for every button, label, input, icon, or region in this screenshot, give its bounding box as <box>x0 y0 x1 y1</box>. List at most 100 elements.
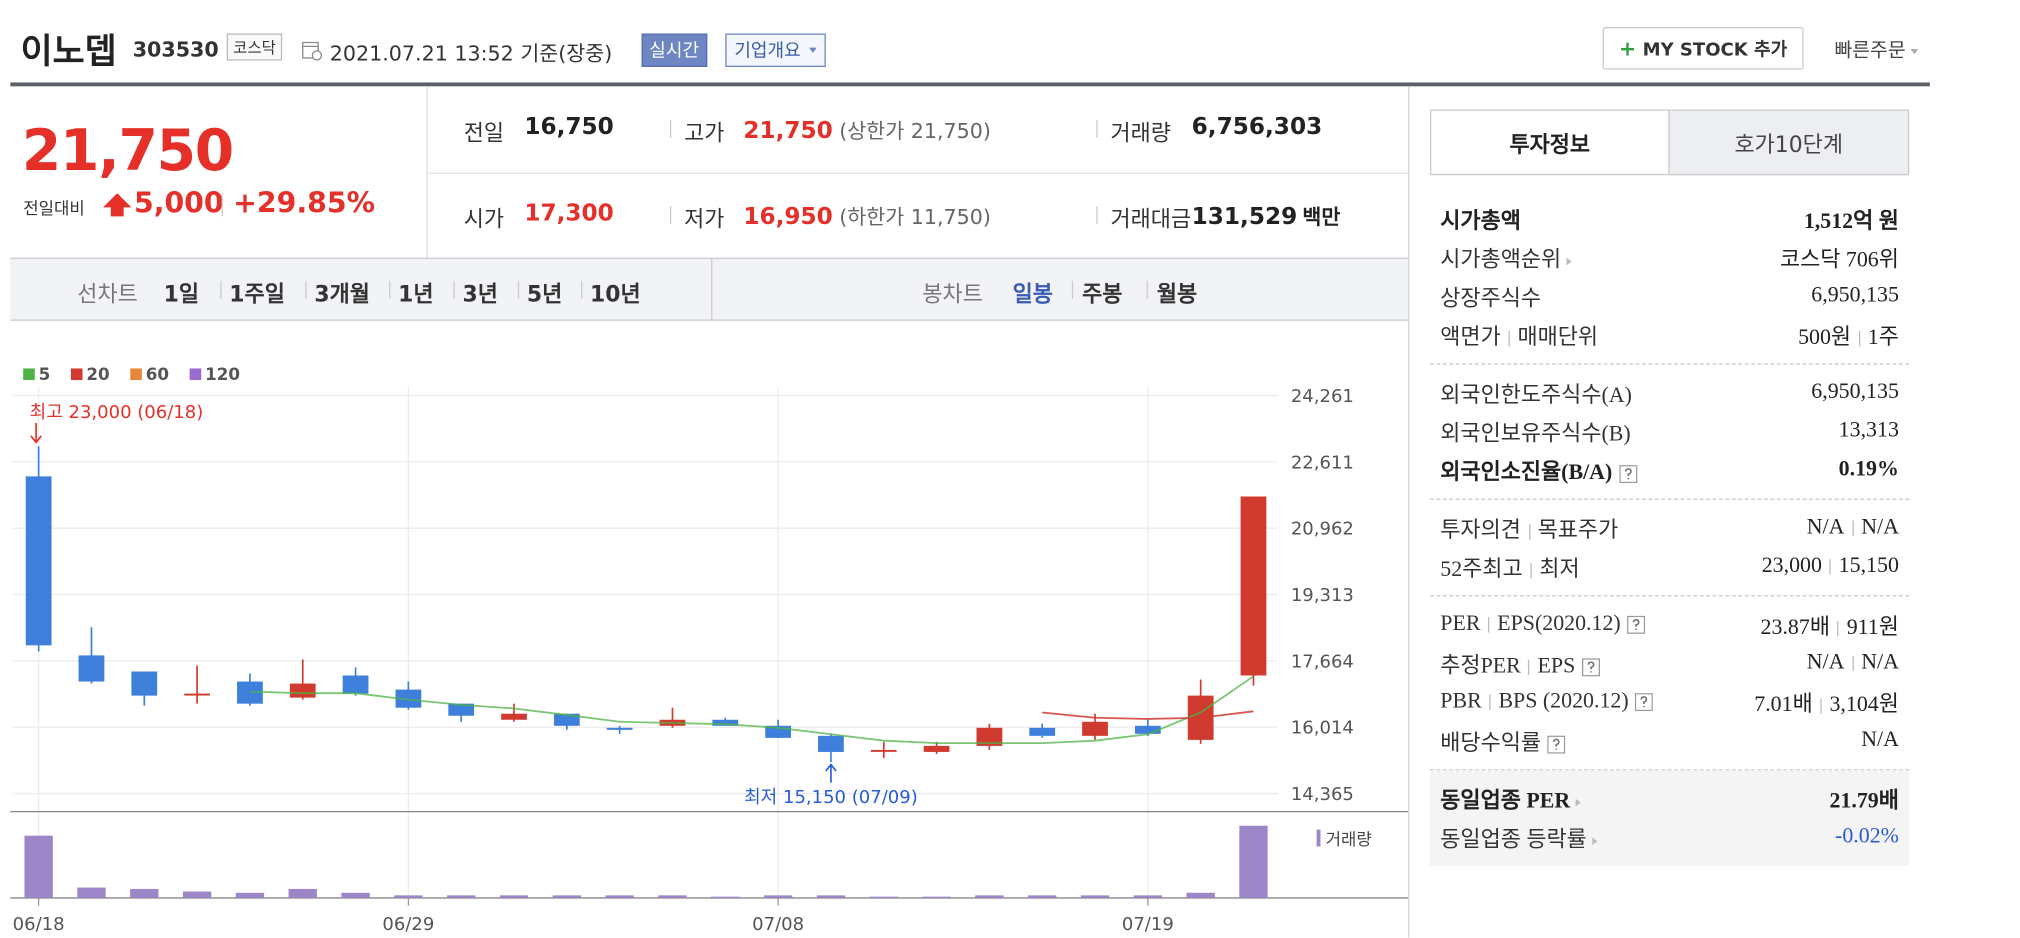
volume-bar <box>975 895 1004 898</box>
candle-body <box>184 693 210 696</box>
summary-label: 거래대금 <box>1110 207 1192 234</box>
summary-value: 16,950 (하한가 11,750) <box>743 200 991 231</box>
candle-body <box>25 476 52 646</box>
candle-tab[interactable]: 월봉 <box>1156 282 1198 308</box>
value-text: 23,000 <box>1761 552 1822 578</box>
info-row: 액면가 매매단위 500원 1주 <box>1440 314 1899 353</box>
label-text: 투자의견 <box>1440 517 1521 542</box>
change-rate: +29.85% <box>233 188 375 221</box>
info-panel: 시가총액 1,512억 원 시가총액순위 코스닥 706위 상장주식수 6,950,135… <box>1429 191 1910 866</box>
dropdown-caret <box>808 47 817 53</box>
tab-rule <box>1429 173 1910 176</box>
realtime-button[interactable]: 실시간 <box>641 33 707 67</box>
info-label: 액면가 매매단위 <box>1440 318 1598 350</box>
volume-bar <box>922 896 951 898</box>
separator <box>1852 520 1854 537</box>
value-text: 13,313 <box>1838 417 1899 442</box>
volume-bar <box>1028 895 1057 898</box>
chart: 24,261 22,611 20,962 19,313 17,664 16,014 14,3… <box>10 364 1409 935</box>
orderbook-tab[interactable]: 호가10단계 <box>1668 109 1910 176</box>
change-value: 5,000 <box>133 188 224 221</box>
period-tab[interactable]: 5년 <box>526 282 563 308</box>
volume-bar <box>182 891 212 898</box>
candle-tab[interactable]: 일봉 <box>1012 282 1053 308</box>
candle-tab[interactable]: 주봉 <box>1082 282 1123 308</box>
label-text: 외국인보유주식수(B) <box>1440 420 1631 446</box>
info-row: 외국인보유주식수(B) 13,313 <box>1440 411 1899 450</box>
period-tab[interactable]: 1주일 <box>229 282 285 308</box>
candle-body <box>553 713 580 726</box>
value: 17,300 <box>524 199 614 227</box>
summary-value: 131,529 백만 <box>1192 200 1341 231</box>
divider <box>453 280 455 299</box>
summary-label: 저가 <box>684 207 725 234</box>
info-label: 시가총액순위 <box>1440 240 1572 272</box>
info-label: 투자의견 목표주가 <box>1440 511 1618 543</box>
volume-bar <box>77 887 106 898</box>
my-stock-button[interactable]: + MY STOCK 추가 <box>1602 27 1804 70</box>
candle-body <box>289 683 316 698</box>
label-text: 시가총액순위 <box>1440 246 1562 272</box>
summary-label: 고가 <box>684 121 725 147</box>
info-value: -0.02% <box>1835 823 1899 849</box>
datetime-value: 2021.07.21 13:52 <box>329 41 514 66</box>
help-icon[interactable] <box>1581 657 1600 676</box>
divider <box>517 280 520 299</box>
help-icon[interactable] <box>1627 615 1646 634</box>
legend-label: 60 <box>146 364 169 384</box>
arrow-icon[interactable] <box>1575 798 1581 806</box>
period-tab[interactable]: 10년 <box>590 282 641 308</box>
ma-line <box>1042 710 1254 720</box>
candle-body <box>237 681 263 704</box>
period-tab[interactable]: 1일 <box>163 282 199 308</box>
stock-code: 303530 <box>132 37 219 62</box>
volume-bar <box>341 892 370 898</box>
arrow-icon[interactable] <box>1566 257 1572 265</box>
info-value: 코스닥 706위 <box>1780 240 1899 272</box>
x-tick-label: 06/29 <box>382 914 434 935</box>
info-tab[interactable]: 투자정보 <box>1429 109 1670 174</box>
value: 131,529 <box>1191 203 1298 231</box>
summary-label: 시가 <box>463 207 505 234</box>
dropdown-caret <box>1910 48 1919 54</box>
label-text: EPS <box>1537 652 1576 677</box>
info-value: N/A N/A <box>1807 514 1899 540</box>
value-text: N/A <box>1806 514 1845 539</box>
separator <box>1508 330 1510 347</box>
info-value: 21.79배 <box>1829 781 1898 813</box>
arrow-icon[interactable] <box>1591 836 1598 845</box>
summary-label: 거래량 <box>1110 121 1171 147</box>
period-tab[interactable]: 3년 <box>462 282 498 308</box>
quick-order[interactable]: 빠른주문 <box>1834 36 1919 63</box>
help-icon[interactable] <box>1635 693 1654 712</box>
candle-body <box>870 749 897 752</box>
value-text: 6,950,135 <box>1811 282 1899 307</box>
tab-divider <box>711 258 713 320</box>
period-tab[interactable]: 1년 <box>398 282 434 308</box>
info-row: 추정PER EPS N/A N/A <box>1440 643 1899 682</box>
candle-body <box>712 719 739 726</box>
info-value: 7.01배 3,104원 <box>1754 685 1899 717</box>
plus-icon: + <box>1618 36 1637 61</box>
info-section: PER EPS(2020.12) 23.87배 911원 추정PER EPS N/A N/A P… <box>1429 596 1910 771</box>
value-text: 911원 <box>1846 613 1899 639</box>
volume-bar <box>763 895 793 898</box>
legend-swatch <box>70 368 83 381</box>
volume-bar <box>24 835 53 898</box>
period-tab[interactable]: 3개월 <box>314 282 370 308</box>
value-text: 3,104원 <box>1829 691 1899 716</box>
info-value: 6,950,135 <box>1811 282 1899 308</box>
info-row: 동일업종 등락률 -0.02% <box>1440 817 1899 856</box>
info-row: 동일업종 PER 21.79배 <box>1440 778 1899 817</box>
label-text: 액면가 <box>1440 323 1501 349</box>
label-text: 동일업종 PER <box>1440 787 1571 813</box>
company-button[interactable]: 기업개요 <box>725 33 826 67</box>
info-value: 23,000 15,150 <box>1762 553 1899 579</box>
help-icon[interactable] <box>1618 464 1637 483</box>
candle-body <box>818 735 844 752</box>
help-icon[interactable] <box>1547 735 1566 754</box>
info-value: 0.19% <box>1839 456 1899 482</box>
value-text: 21.79배 <box>1829 787 1899 813</box>
